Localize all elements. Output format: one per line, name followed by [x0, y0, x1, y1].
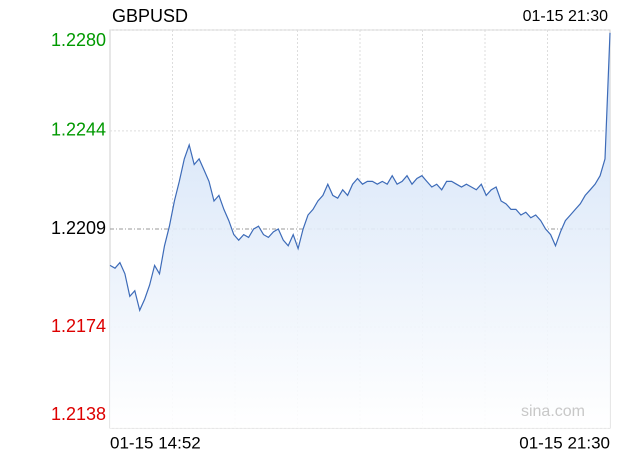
- line: [109, 32, 611, 313]
- timestamp: 01-15 21:30: [523, 8, 609, 25]
- y-tick-label: 1.2244: [51, 120, 106, 140]
- watermark: sina.com: [521, 403, 585, 420]
- chart-title: GBPUSD: [112, 6, 188, 26]
- y-tick-label: 1.2174: [51, 316, 106, 336]
- y-tick-label: 1.2138: [51, 404, 106, 424]
- x-tick-label: 01-15 14:52: [110, 433, 201, 452]
- x-tick-label: 01-15 21:30: [519, 433, 610, 452]
- y-tick-label: 1.2280: [51, 30, 106, 50]
- area: [110, 32, 610, 429]
- y-tick-label: 1.2209: [51, 218, 106, 238]
